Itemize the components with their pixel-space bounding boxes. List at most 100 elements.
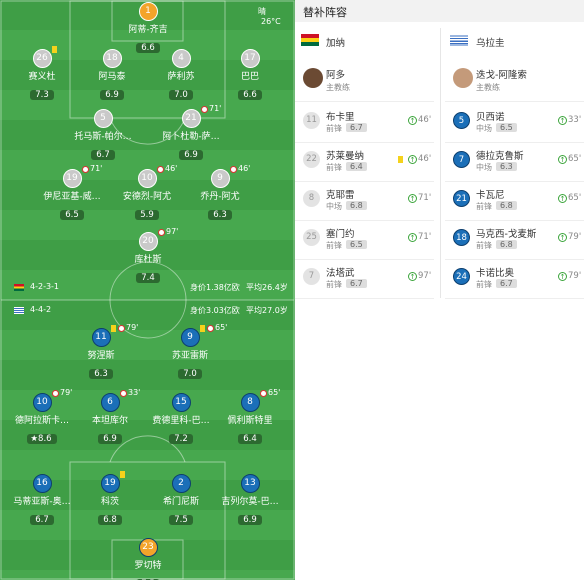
weather: 晴 xyxy=(258,7,266,16)
sub-number: 8 xyxy=(303,190,320,207)
sub-rating: 6.5 xyxy=(346,240,367,249)
yellow-card xyxy=(120,471,125,478)
sub-number: 7 xyxy=(303,268,320,285)
sub-in-icon: ↑ xyxy=(558,233,567,242)
player: 19 伊尼亚基-威… 6.5 xyxy=(27,169,117,221)
divider xyxy=(445,259,584,260)
player-rating: 6.9 xyxy=(98,434,122,444)
player-name: 阿蒂-齐吉 xyxy=(128,25,168,35)
player-number: 15 xyxy=(171,393,191,412)
sub-minute: 71' xyxy=(418,193,432,203)
player-name: 吉列尔莫-巴… xyxy=(221,497,279,507)
sub-in-icon: ↑ xyxy=(408,233,417,242)
team-name: 乌拉圭 xyxy=(476,38,505,49)
formation: 4-2-3-1 xyxy=(30,282,60,291)
yellow-card xyxy=(111,325,116,332)
sub-icon xyxy=(201,106,208,113)
divider xyxy=(445,181,584,182)
sub-name: 卡诺比奥 xyxy=(476,268,515,279)
yellow-card xyxy=(52,46,57,53)
sub-position: 前锋 xyxy=(326,241,342,250)
sub-minute: 97' xyxy=(418,271,432,281)
player-rating: 7.2 xyxy=(169,434,193,444)
sub-minute: 33' xyxy=(568,115,582,125)
sub-in-icon: ↑ xyxy=(408,116,417,125)
sub-name: 克耶雷 xyxy=(326,190,355,201)
player-number: 20 xyxy=(138,232,158,251)
sub-minute: 71' xyxy=(90,164,103,173)
sub-in-icon: ↑ xyxy=(558,116,567,125)
sub-minute: 65' xyxy=(268,388,281,397)
player-name: 希门尼斯 xyxy=(162,497,199,507)
player-number: 18 xyxy=(102,49,122,68)
sub-rating: 6.8 xyxy=(496,201,517,210)
sub-number: 18 xyxy=(453,229,470,246)
player: 10 安德烈-阿尤 5.9 xyxy=(102,169,192,221)
sub-minute: 46' xyxy=(418,115,432,125)
sub-in-icon: ↑ xyxy=(408,155,417,164)
sub-rating: 6.7 xyxy=(346,123,367,132)
player-name: 马蒂亚斯-奥… xyxy=(13,497,71,507)
player-name: 安德烈-阿尤 xyxy=(122,192,172,202)
player-rating: 7.4 xyxy=(136,273,160,283)
sub-position: 中场 xyxy=(476,124,492,133)
sub-position: 前锋 xyxy=(476,202,492,211)
player-name: 本坦库尔 xyxy=(91,416,128,426)
sub-in-icon: ↑ xyxy=(558,272,567,281)
sub-name: 法塔武 xyxy=(326,268,355,279)
player-rating: 6.9 xyxy=(179,150,203,160)
player-rating: 6.3 xyxy=(208,210,232,220)
player: 15 费德里科-巴… 7.2 xyxy=(136,393,226,445)
sub-rating: 6.7 xyxy=(346,279,367,288)
sub-name: 马克西-戈麦斯 xyxy=(476,229,537,240)
sub-minute: 79' xyxy=(126,323,139,332)
sub-rating: 6.7 xyxy=(496,279,517,288)
pitch: 晴 26°C 1 阿蒂-齐吉 6.6 26 赛义杜 7.3 18 阿马泰 6.9 4 萨利苏 7.0 1… xyxy=(0,0,295,580)
sub-minute: 46' xyxy=(238,164,251,173)
sub-in-icon: ↑ xyxy=(558,155,567,164)
player: 21 阿卜杜勒-萨… 6.9 xyxy=(146,109,236,161)
sub-icon xyxy=(158,229,165,236)
flag-uruguay xyxy=(450,34,468,46)
divider xyxy=(445,101,584,102)
sub-rating: 6.4 xyxy=(346,162,367,171)
player-number: 4 xyxy=(171,49,191,68)
player-number: 8 xyxy=(240,393,260,412)
player-number: 13 xyxy=(240,474,260,493)
sub-name: 塞门约 xyxy=(326,229,355,240)
player-name: 赛义杜 xyxy=(28,72,56,82)
sub-number: 21 xyxy=(453,190,470,207)
sub-in-icon: ↑ xyxy=(408,272,417,281)
player-rating: 6.9 xyxy=(100,90,124,100)
player: 16 马蒂亚斯-奥… 6.7 xyxy=(0,474,87,526)
sub-name: 贝西诺 xyxy=(476,112,505,123)
sub-minute: 46' xyxy=(418,154,432,164)
sub-icon xyxy=(118,325,125,332)
player-rating: 6.5 xyxy=(60,210,84,220)
sub-icon xyxy=(120,390,127,397)
sub-rating: 6.5 xyxy=(496,123,517,132)
team-value: 身价1.38亿欧 xyxy=(190,283,240,292)
sub-icon xyxy=(260,390,267,397)
coach-role: 主教练 xyxy=(326,83,350,92)
sub-name: 卡瓦尼 xyxy=(476,190,505,201)
player-number: 11 xyxy=(91,328,111,347)
sub-in-icon: ↑ xyxy=(408,194,417,203)
player-name: 巴巴 xyxy=(240,72,259,82)
player-rating: 7.0 xyxy=(169,90,193,100)
formation: 4-4-2 xyxy=(30,305,52,314)
sub-minute: 79' xyxy=(568,271,582,281)
player-number: 19 xyxy=(62,169,82,188)
coach-name: 阿多 xyxy=(326,70,346,81)
sub-position: 前锋 xyxy=(326,124,342,133)
player-rating: 6.3 xyxy=(89,369,113,379)
sub-position: 中场 xyxy=(326,202,342,211)
sub-position: 前锋 xyxy=(476,280,492,289)
player-number: 19 xyxy=(100,474,120,493)
player-rating: 6.6 xyxy=(136,43,160,53)
player-name: 阿马泰 xyxy=(98,72,126,82)
player-rating: 6.9 xyxy=(238,515,262,525)
player-name: 乔丹-阿尤 xyxy=(200,192,240,202)
team-name: 加纳 xyxy=(326,38,346,49)
sub-minute: 97' xyxy=(166,227,179,236)
